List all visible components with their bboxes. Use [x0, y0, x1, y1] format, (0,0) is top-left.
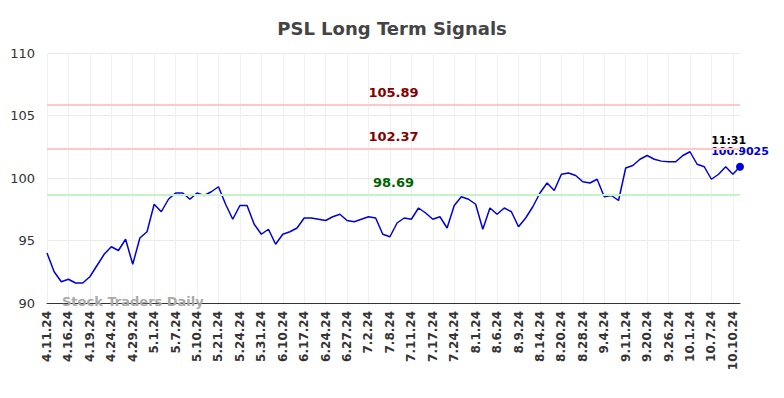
svg-text:98.69: 98.69 [373, 175, 414, 190]
svg-text:100: 100 [10, 171, 35, 186]
svg-text:102.37: 102.37 [368, 129, 418, 144]
svg-text:6.24.24: 6.24.24 [319, 311, 333, 362]
svg-text:5.10.24: 5.10.24 [190, 311, 204, 362]
svg-text:5.1.24: 5.1.24 [147, 311, 161, 354]
svg-text:6.27.24: 6.27.24 [340, 311, 354, 362]
svg-text:5.21.24: 5.21.24 [211, 311, 225, 362]
svg-text:10.10.24: 10.10.24 [726, 311, 740, 370]
svg-text:9.11.24: 9.11.24 [619, 311, 633, 362]
svg-text:90: 90 [18, 296, 35, 311]
svg-text:8.28.24: 8.28.24 [576, 311, 590, 362]
svg-text:105.89: 105.89 [368, 85, 418, 100]
svg-text:10.7.24: 10.7.24 [704, 311, 718, 362]
svg-text:95: 95 [18, 233, 35, 248]
svg-text:Stock Traders Daily: Stock Traders Daily [62, 294, 204, 309]
svg-text:9.4.24: 9.4.24 [597, 311, 611, 354]
svg-text:7.17.24: 7.17.24 [426, 311, 440, 362]
svg-text:8.14.24: 8.14.24 [533, 311, 547, 362]
svg-text:4.24.24: 4.24.24 [104, 311, 118, 362]
svg-text:9.26.24: 9.26.24 [662, 311, 676, 362]
svg-text:11:31: 11:31 [711, 133, 747, 147]
svg-text:4.16.24: 4.16.24 [61, 311, 75, 362]
svg-text:4.19.24: 4.19.24 [83, 311, 97, 362]
svg-text:PSL Long Term Signals: PSL Long Term Signals [277, 18, 507, 39]
svg-text:7.24.24: 7.24.24 [447, 311, 461, 362]
svg-text:7.2.24: 7.2.24 [361, 311, 375, 354]
svg-text:8.1.24: 8.1.24 [469, 311, 483, 354]
svg-text:105: 105 [10, 108, 35, 123]
svg-text:5.31.24: 5.31.24 [254, 311, 268, 362]
svg-text:4.11.24: 4.11.24 [40, 311, 54, 362]
svg-text:8.20.24: 8.20.24 [554, 311, 568, 362]
svg-text:7.11.24: 7.11.24 [404, 311, 418, 362]
svg-text:5.24.24: 5.24.24 [233, 311, 247, 362]
svg-text:6.17.24: 6.17.24 [297, 311, 311, 362]
svg-text:100.9025: 100.9025 [711, 145, 769, 158]
svg-text:4.29.24: 4.29.24 [126, 311, 140, 362]
svg-text:6.10.24: 6.10.24 [276, 311, 290, 362]
svg-text:110: 110 [10, 46, 35, 61]
svg-text:10.1.24: 10.1.24 [683, 311, 697, 362]
svg-text:7.8.24: 7.8.24 [383, 311, 397, 354]
svg-text:8.6.24: 8.6.24 [490, 311, 504, 354]
svg-text:9.20.24: 9.20.24 [640, 311, 654, 362]
svg-text:8.9.24: 8.9.24 [512, 311, 526, 354]
svg-text:5.7.24: 5.7.24 [169, 311, 183, 354]
